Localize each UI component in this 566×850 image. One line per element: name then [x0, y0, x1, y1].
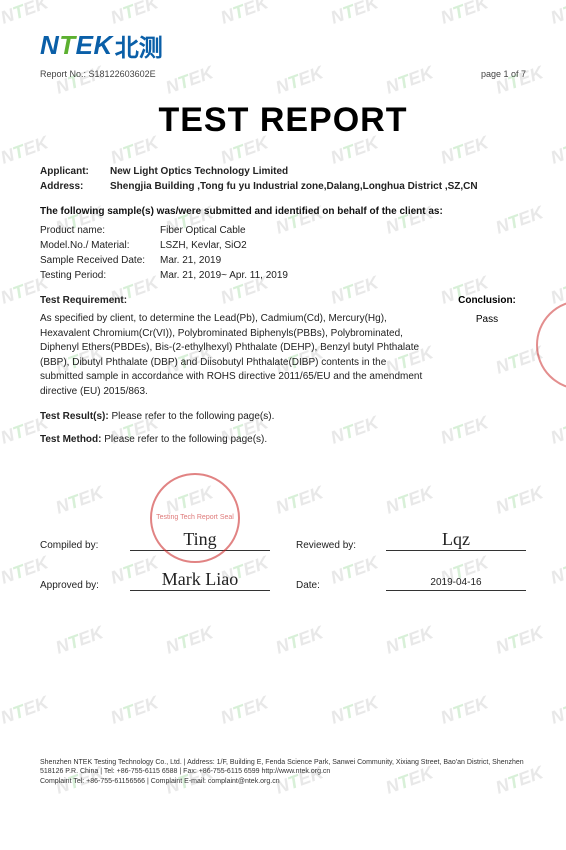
- requirement-title: Test Requirement:: [40, 295, 430, 306]
- address-label: Address:: [40, 181, 110, 192]
- conclusion-title: Conclusion:: [448, 295, 526, 306]
- footer-line-1: Shenzhen NTEK Testing Technology Co., Lt…: [40, 758, 526, 777]
- signature-area: Compiled by: Ting Reviewed by: Lqz Appro…: [40, 535, 526, 591]
- watermark-item: NTEK: [108, 692, 161, 728]
- model-label: Model.No./ Material:: [40, 240, 160, 251]
- logo: NTEK 北测: [40, 28, 526, 63]
- compiled-label: Compiled by:: [40, 540, 130, 551]
- results-line: Test Result(s): Please refer to the foll…: [40, 411, 526, 422]
- product-name-value: Fiber Optical Cable: [160, 225, 526, 236]
- period-label: Testing Period:: [40, 270, 160, 281]
- reviewed-signature: Lqz: [386, 529, 526, 550]
- page-indicator: page 1 of 7: [481, 69, 526, 79]
- method-line: Test Method: Please refer to the followi…: [40, 434, 526, 445]
- report-no-value: S18122603602E: [89, 69, 156, 79]
- watermark-item: NTEK: [328, 692, 381, 728]
- footer-line-2: Complaint Tel: +86-755-61156566 | Compla…: [40, 777, 526, 786]
- report-no-label: Report No.:: [40, 69, 86, 79]
- conclusion-value: Pass: [448, 314, 526, 325]
- applicant-value: New Light Optics Technology Limited: [110, 166, 526, 177]
- page-title: TEST REPORT: [40, 101, 526, 140]
- date-label: Date:: [296, 580, 386, 591]
- compiled-signature: Ting: [130, 529, 270, 550]
- address-row: Address: Shengjia Building ,Tong fu yu I…: [40, 181, 526, 192]
- approved-signature: Mark Liao: [130, 569, 270, 590]
- watermark-item: NTEK: [218, 692, 271, 728]
- address-value: Shengjia Building ,Tong fu yu Industrial…: [110, 181, 526, 192]
- logo-n: N: [40, 30, 59, 60]
- watermark-item: NTEK: [438, 692, 491, 728]
- approved-label: Approved by:: [40, 580, 130, 591]
- reviewed-label: Reviewed by:: [296, 540, 386, 551]
- results-label: Test Result(s):: [40, 411, 109, 422]
- sample-intro: The following sample(s) was/were submitt…: [40, 206, 526, 217]
- period-value: Mar. 21, 2019~ Apr. 11, 2019: [160, 270, 526, 281]
- report-meta-bar: Report No.: S18122603602E page 1 of 7: [40, 69, 526, 79]
- requirement-block: Test Requirement: As specified by client…: [40, 295, 526, 399]
- applicant-row: Applicant: New Light Optics Technology L…: [40, 166, 526, 177]
- logo-cn: 北测: [115, 28, 163, 63]
- watermark-item: NTEK: [548, 692, 566, 728]
- sample-grid: Product name: Fiber Optical Cable Model.…: [40, 225, 526, 281]
- footer: Shenzhen NTEK Testing Technology Co., Lt…: [40, 758, 526, 786]
- method-label: Test Method:: [40, 434, 101, 445]
- model-value: LSZH, Kevlar, SiO2: [160, 240, 526, 251]
- page-content: NTEK 北测 Report No.: S18122603602E page 1…: [0, 0, 566, 635]
- received-label: Sample Received Date:: [40, 255, 160, 266]
- seal-text: Testing Tech Report Seal: [156, 514, 234, 522]
- applicant-label: Applicant:: [40, 166, 110, 177]
- received-value: Mar. 21, 2019: [160, 255, 526, 266]
- requirement-body: As specified by client, to determine the…: [40, 312, 430, 399]
- logo-ek: EK: [76, 30, 113, 60]
- watermark-item: NTEK: [0, 692, 51, 728]
- logo-t: T: [59, 30, 75, 60]
- results-text: Please refer to the following page(s).: [112, 411, 275, 422]
- product-name-label: Product name:: [40, 225, 160, 236]
- method-text: Please refer to the following page(s).: [104, 434, 267, 445]
- date-value: 2019-04-16: [386, 577, 526, 588]
